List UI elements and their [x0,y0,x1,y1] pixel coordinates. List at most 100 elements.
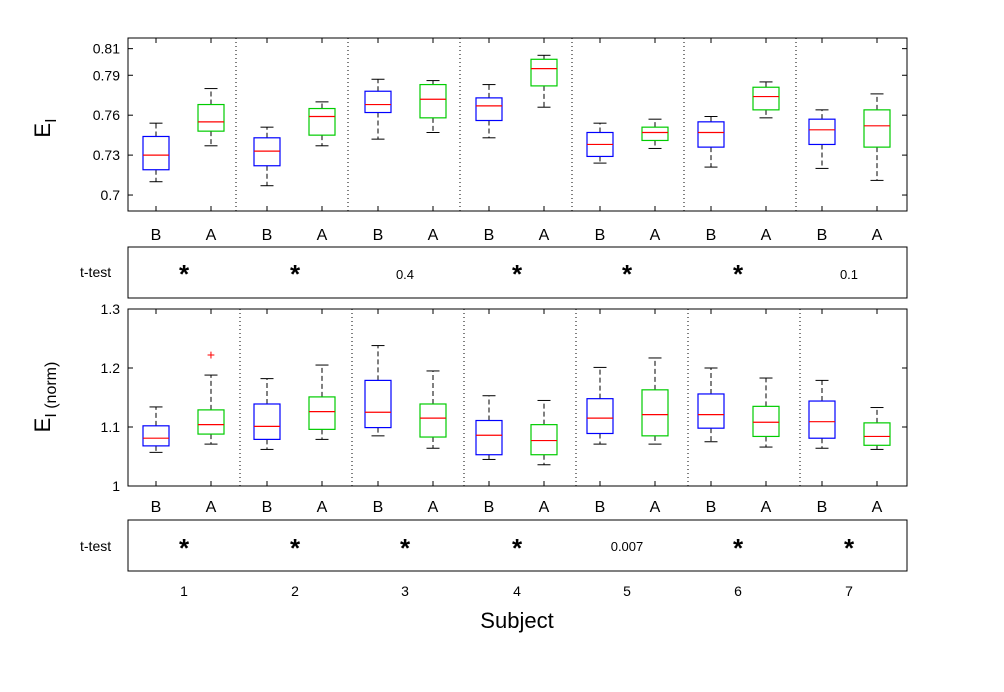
ei-norm-box-subject-4-B [475,395,503,460]
ei-box-subject-3-A [419,80,447,133]
iqr-box [808,400,836,439]
ei-norm-group-label: A [761,499,772,516]
ei-box-subject-1-A [197,88,225,147]
subject-label: 7 [845,583,853,599]
ttest-row-2: t-test * * * * 0.007 * * [80,519,908,572]
ei-norm-ylabel-main: E [30,418,55,433]
iqr-box [419,403,447,438]
ei-boxplot-panel: EI 0.7 0.73 0.76 0.79 0.81 B A B A B A B A B A B A B A [30,37,908,244]
ei-norm-box-subject-2-B [253,378,281,450]
ei-norm-group-label: B [706,499,717,516]
ei-norm-group-label: B [484,499,495,516]
iqr-box [308,396,336,430]
ei-norm-ylabel-sub: I (norm) [43,362,60,418]
outlier-marker: + [207,346,215,362]
iqr-box [863,422,891,446]
iqr-box [253,137,281,167]
ttest-row-1: t-test * * 0.4 * * * 0.1 [80,246,908,299]
iqr-box [697,121,725,148]
ei-ylabel-sub: I [43,118,60,122]
ei-box-subject-6-A [752,81,780,119]
iqr-box [863,109,891,148]
ttest-row-1-result-subject-3: 0.4 [396,267,414,282]
ei-group-label: B [373,227,384,244]
ei-box-subject-2-A [308,101,336,147]
ei-group-label: A [872,227,883,244]
subject-label: 4 [513,583,521,599]
ei-group-label: B [817,227,828,244]
subject-axis: 1 2 3 4 5 6 7 [180,583,853,599]
subject-label: 6 [734,583,742,599]
ei-norm-box-subject-5-B [586,366,614,445]
ei-norm-group-label: B [151,499,162,516]
ei-norm-y-axis-label: EI (norm) [30,362,60,433]
subject-label: 3 [401,583,409,599]
ei-ytick-label: 0.73 [93,147,120,163]
ei-box-subject-4-A [530,54,558,108]
ei-box-subject-5-B [586,122,614,164]
iqr-box [142,425,170,447]
ei-norm-box-subject-1-B [142,406,170,453]
ei-group-label: B [484,227,495,244]
iqr-box [697,393,725,429]
iqr-box [641,389,669,437]
ei-norm-axes-frame [127,308,908,487]
svg-text:EI: EI [30,118,60,137]
ttest-row-2-result-subject-6: * [733,533,744,563]
ei-norm-box-subject-6-A [752,377,780,448]
ei-group-label: A [317,227,328,244]
ttest-row-2-frame [127,519,908,572]
ei-ytick-label: 0.76 [93,107,120,123]
ei-norm-group-label: B [817,499,828,516]
ei-norm-group-label: B [373,499,384,516]
ttest-row-2-result-subject-1: * [179,533,190,563]
ttest-row-2-result-subject-5: 0.007 [611,539,644,554]
iqr-box [808,118,836,146]
ei-y-axis-label: EI [30,118,60,137]
ei-norm-ytick-label: 1 [112,478,120,494]
ei-box-subject-6-B [697,116,725,168]
ei-box-subject-1-B [142,122,170,183]
ei-group-label: B [706,227,717,244]
iqr-box [364,379,392,429]
ei-box-subject-5-A [641,118,669,149]
ei-norm-box-subject-3-B [364,345,392,437]
ttest-row-2-result-subject-2: * [290,533,301,563]
ei-norm-group-label: A [539,499,550,516]
ei-norm-boxplot-panel: EI (norm) 1 1.1 1.2 1.3 B A B A B A B A B A B A B A + [30,301,908,516]
ei-group-label: B [151,227,162,244]
iqr-box [752,86,780,111]
iqr-box [419,83,447,119]
ei-norm-box-subject-7-B [808,379,836,449]
ttest-row-2-label: t-test [80,538,111,554]
subject-label: 1 [180,583,188,599]
ei-ytick-label: 0.81 [93,41,120,57]
ei-norm-ytick-label: 1.3 [101,301,121,317]
iqr-box [475,419,503,456]
iqr-box [530,58,558,87]
ei-group-label: A [428,227,439,244]
ei-norm-box-subject-5-A [641,357,669,445]
ei-box-subject-2-B [253,126,281,187]
ttest-row-2-result-subject-3: * [400,533,411,563]
ei-box-subject-3-B [364,78,392,140]
ei-norm-group-label: B [595,499,606,516]
iqr-box [253,403,281,440]
ei-norm-group-label: A [206,499,217,516]
iqr-box [364,90,392,114]
subject-label: 5 [623,583,631,599]
ei-group-label: B [262,227,273,244]
ttest-row-1-label: t-test [80,264,111,280]
ei-group-label: A [650,227,661,244]
ei-box-subject-7-B [808,109,836,169]
ttest-row-1-result-subject-1: * [179,259,190,289]
iqr-box [586,398,614,435]
ei-group-label: B [595,227,606,244]
ei-ylabel-main: E [30,123,55,138]
ei-norm-box-subject-7-A [863,407,891,450]
ttest-row-1-frame [127,246,908,299]
ttest-row-1-result-subject-4: * [512,259,523,289]
iqr-box [197,409,225,435]
ei-group-label: A [539,227,550,244]
